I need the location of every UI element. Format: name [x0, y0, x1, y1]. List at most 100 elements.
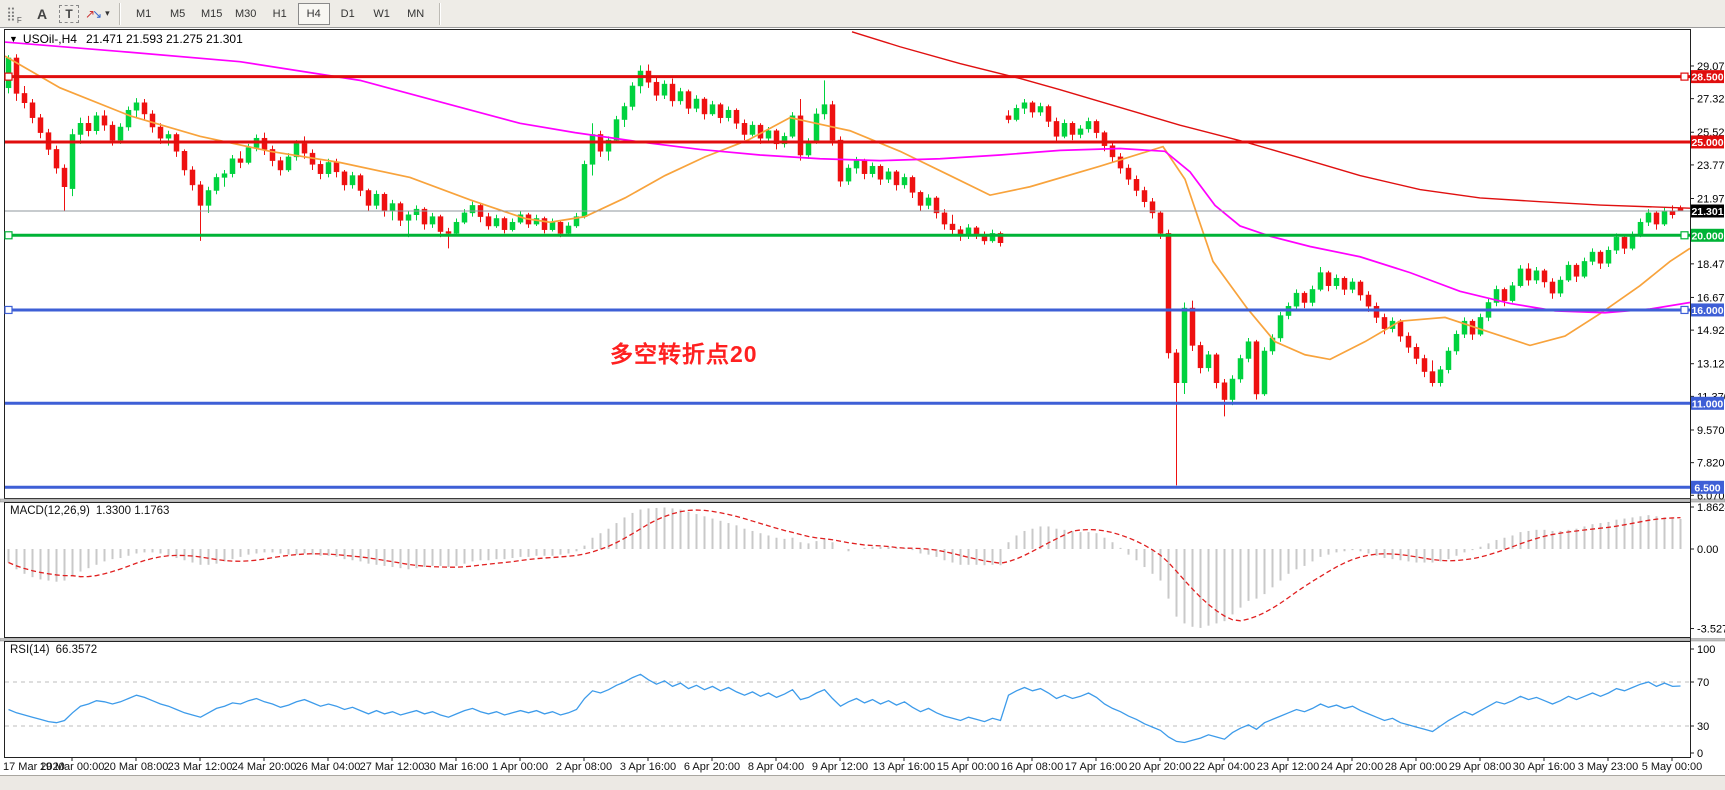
price-tag-28.500: [1691, 70, 1724, 84]
date-axis-label: 17 Mar 2020: [3, 761, 65, 773]
timeframe-buttons: M1 M5 M15 M30 H1 H4 D1 W1 MN: [127, 2, 433, 25]
date-axis-label: 3 May 23:00: [1578, 761, 1639, 773]
macd-signal-line: [8, 509, 1681, 622]
main-chart-panel[interactable]: [4, 29, 1691, 499]
timeframe-button-h4[interactable]: H4: [297, 2, 330, 25]
line-handle[interactable]: [1680, 231, 1689, 240]
price-tag-6.500: [1691, 480, 1724, 494]
price-tag-25.000: [1691, 135, 1724, 149]
symbol-dropdown-icon[interactable]: ▼: [9, 34, 18, 44]
rsi-axis-label: 70: [1697, 677, 1709, 689]
macd-values: 1.3300 1.1763: [95, 505, 170, 517]
rsi-panel[interactable]: [4, 641, 1691, 758]
toolbar-separator: [438, 2, 441, 25]
date-axis-label: 26 Mar 04:00: [296, 761, 361, 773]
price-axis-label: 27.320: [1697, 94, 1725, 106]
bottom-strip: [0, 775, 1725, 790]
timeframe-button-m30[interactable]: M30: [234, 7, 257, 20]
toolbar: ⣿ F A T ↗ ↘ ▾ M1 M5 M15 M30 H1 H4 D1 W1 MN: [0, 0, 1725, 28]
date-axis-label: 23 Mar 12:00: [168, 761, 233, 773]
price-axis-label: 9.570: [1697, 425, 1725, 437]
panel-separator[interactable]: [0, 638, 1725, 642]
price-tag-16.000: [1691, 303, 1724, 317]
price-tag-text: 25.000: [1691, 137, 1723, 149]
grid-sub-label: F: [16, 15, 22, 25]
timeframe-button-m5[interactable]: M5: [170, 7, 186, 20]
date-axis-label: 20 Apr 20:00: [1129, 761, 1191, 773]
price-axis-label: 29.070: [1697, 61, 1725, 73]
price-tag-11.000: [1691, 396, 1724, 410]
date-axis-label: 27 Mar 12:00: [360, 761, 425, 773]
date-axis-label: 6 Apr 20:00: [684, 761, 740, 773]
date-axis-label: 3 Apr 16:00: [620, 761, 676, 773]
line-handle[interactable]: [4, 305, 13, 315]
line-handle[interactable]: [4, 72, 13, 81]
macd-indicator-label: MACD(12,26,9) 1.3300 1.1763: [10, 505, 169, 517]
date-axis-label: 13 Apr 16:00: [873, 761, 935, 773]
price-axis-label: 21.970: [1697, 194, 1725, 206]
date-axis-label: 9 Apr 12:00: [812, 761, 868, 773]
date-axis-label: 23 Apr 12:00: [1257, 761, 1319, 773]
chart-title: ▼ USOil-,H4 21.471 21.593 21.275 21.301: [9, 32, 243, 46]
date-axis-label: 2 Apr 08:00: [556, 761, 612, 773]
date-axis-label: 29 Apr 08:00: [1449, 761, 1511, 773]
line-handle[interactable]: [1680, 72, 1689, 81]
font-a-icon[interactable]: A: [36, 5, 48, 22]
price-tag-text: 11.000: [1692, 398, 1724, 410]
price-axis-label: 16.670: [1697, 292, 1725, 304]
timeframe-button-w1[interactable]: W1: [373, 7, 390, 20]
rsi-line: [8, 673, 1681, 744]
date-axis-label: 20 Mar 08:00: [104, 761, 169, 773]
macd-axis-label: 1.8624: [1697, 502, 1725, 514]
price-tag-text: 6.500: [1694, 482, 1720, 494]
date-axis-label: 16 Apr 08:00: [1001, 761, 1063, 773]
ma-mid-magenta: [5, 41, 1690, 314]
rsi-axis-label: 30: [1697, 721, 1709, 733]
timeframe-button-m15[interactable]: M15: [200, 7, 223, 20]
cycle-arrows-icon[interactable]: ↗ ↘ ▾: [85, 3, 110, 25]
text-label-icon[interactable]: T: [59, 4, 79, 23]
price-tag-text: 21.301: [1691, 206, 1723, 218]
timeframe-button-mn[interactable]: MN: [407, 7, 425, 20]
price-tag-20.000: [1691, 228, 1724, 242]
line-handle[interactable]: [1680, 305, 1689, 315]
date-axis-label: 19 Mar 00:00: [40, 761, 105, 773]
rsi-value: 66.3572: [55, 644, 98, 656]
date-axis-label: 17 Apr 16:00: [1065, 761, 1127, 773]
price-axis-label: 23.770: [1697, 160, 1725, 172]
macd-name: MACD(12,26,9): [10, 505, 90, 517]
ohlc-values: 21.471 21.593 21.275 21.301: [85, 32, 243, 46]
macd-axis-label: 0.00: [1697, 544, 1718, 556]
price-tag-text: 28.500: [1691, 72, 1723, 84]
macd-axis-label: -3.5273: [1697, 624, 1725, 636]
line-handle[interactable]: [4, 231, 13, 240]
price-levels-layer: [4, 72, 1690, 489]
timeframe-button-h1[interactable]: H1: [272, 7, 287, 20]
date-axis-label: 5 May 00:00: [1642, 761, 1703, 773]
price-axis-label: 14.920: [1697, 325, 1725, 337]
timeframe-button-d1[interactable]: D1: [340, 7, 355, 20]
price-tag-text: 16.000: [1691, 305, 1723, 317]
rsi-axis-label: 100: [1697, 644, 1715, 656]
date-axis-label: 24 Mar 20:00: [232, 761, 297, 773]
date-axis-label: 24 Apr 20:00: [1321, 761, 1383, 773]
ma-fast-orange: [5, 55, 1690, 361]
drag-handle-grid-icon[interactable]: ⣿ F: [3, 3, 25, 25]
chart-annotation-text[interactable]: 多空转折点20: [610, 341, 758, 367]
symbol-period-label: USOil-,H4: [22, 32, 77, 46]
price-tag-21.301: [1691, 204, 1724, 218]
panel-separator[interactable]: [0, 498, 1725, 503]
macd-panel[interactable]: [4, 502, 1691, 638]
rsi-indicator-label: RSI(14) 66.3572: [10, 644, 97, 656]
rsi-name: RSI(14): [10, 644, 50, 656]
grid-glyph: ⣿: [6, 5, 16, 21]
timeframe-button-m1[interactable]: M1: [136, 7, 152, 20]
date-axis-label: 30 Mar 16:00: [424, 761, 489, 773]
price-axis-label: 18.470: [1697, 259, 1725, 271]
price-axis[interactable]: 29.07027.32025.52023.77021.97018.47016.6…: [1690, 61, 1725, 760]
date-axis-label: 22 Apr 04:00: [1193, 761, 1255, 773]
price-axis-label: 7.820: [1697, 458, 1725, 470]
